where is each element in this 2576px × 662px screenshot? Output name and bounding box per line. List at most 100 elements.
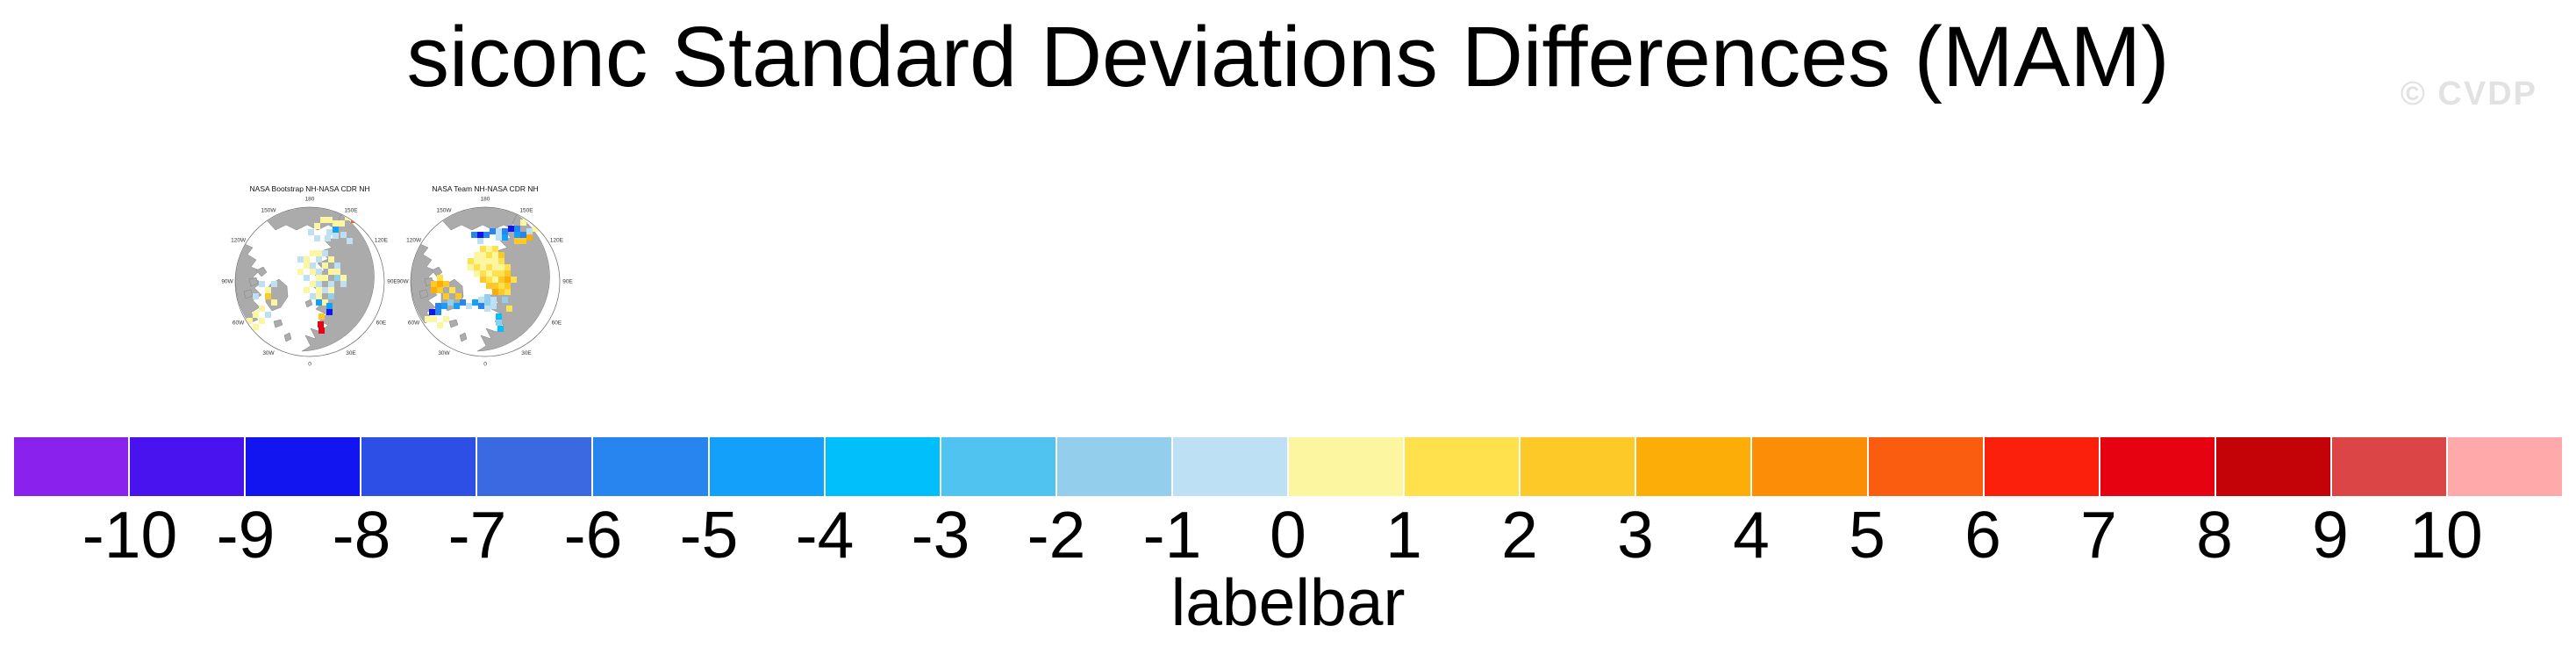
map-data-cells	[425, 219, 539, 332]
data-cell	[468, 258, 474, 264]
data-cell	[437, 322, 443, 328]
data-cell	[504, 283, 511, 289]
data-cell	[322, 299, 328, 306]
colorbar-tick: 10	[2409, 498, 2483, 572]
data-cell	[496, 313, 502, 320]
colorbar-segment	[246, 437, 362, 496]
data-cell	[486, 246, 492, 252]
data-cell	[318, 321, 324, 327]
data-cell	[496, 228, 502, 234]
data-cell	[526, 234, 533, 241]
map-boundary-circle	[410, 206, 561, 357]
colorbar-segment	[1172, 437, 1290, 496]
colorbar-tick: -6	[563, 498, 623, 572]
colorbar-segment	[361, 437, 478, 496]
data-cell	[437, 275, 443, 281]
data-cell	[520, 238, 526, 244]
data-cell	[506, 306, 512, 312]
landmass	[459, 332, 468, 342]
data-cell	[504, 289, 511, 295]
data-cell	[253, 293, 259, 299]
data-cell	[480, 270, 486, 277]
colorbar-tick: 5	[1849, 498, 1885, 572]
data-cell	[443, 281, 449, 287]
data-cell	[431, 287, 437, 293]
data-cell	[490, 297, 497, 303]
colorbar-segment	[1984, 437, 2100, 496]
map-panel-1: 180 150E 120E 90E 60E 30E 0 30W 60W 90W 120W 150W	[221, 197, 397, 368]
data-cell	[304, 263, 310, 269]
data-cell	[502, 228, 508, 234]
landmass	[419, 289, 429, 299]
colorbar-segment	[1752, 437, 1869, 496]
data-cell	[437, 281, 443, 287]
cvdp-watermark: © CVDP	[2400, 76, 2537, 112]
data-cell	[308, 229, 314, 235]
data-cell	[429, 309, 435, 315]
data-cell	[496, 234, 502, 241]
compass-label: 0	[308, 362, 311, 368]
colorbar-segment	[14, 437, 131, 496]
data-cell	[497, 326, 504, 332]
colorbar-tick: -4	[795, 498, 855, 572]
landmass	[255, 266, 268, 277]
data-cell	[454, 303, 460, 309]
colorbar-tick: -2	[1027, 498, 1086, 572]
colorbar-tick: -10	[82, 498, 178, 572]
colorbar-segment	[2331, 437, 2448, 496]
colorbar-tick: -9	[216, 498, 275, 572]
data-cell	[320, 217, 326, 223]
data-cell	[514, 232, 520, 238]
data-cell	[471, 232, 477, 238]
map-data-cells	[247, 214, 357, 334]
colorbar-label: labelbar	[1170, 565, 1406, 639]
data-cell	[340, 275, 347, 281]
data-cell	[304, 287, 310, 293]
data-cell	[484, 294, 490, 300]
data-cell	[443, 316, 449, 322]
colorbar-tick: 6	[1964, 498, 2001, 572]
compass-label: 150E	[344, 207, 358, 213]
data-cell	[477, 238, 483, 244]
data-cell	[498, 258, 504, 264]
data-cell	[340, 281, 347, 287]
data-cell	[253, 312, 259, 318]
data-cell	[492, 289, 498, 295]
data-cell	[431, 281, 437, 287]
data-cell	[318, 327, 325, 334]
compass-label: 180	[481, 197, 490, 203]
data-cell	[322, 250, 328, 256]
data-cell	[492, 277, 498, 283]
data-cell	[472, 299, 478, 306]
data-cell	[326, 217, 333, 223]
data-cell	[247, 318, 253, 324]
compass-label: 30E	[346, 350, 356, 356]
data-cell	[328, 281, 334, 287]
data-cell	[490, 303, 497, 309]
data-cell	[435, 309, 441, 315]
data-cell	[480, 246, 486, 252]
data-cell	[316, 250, 322, 256]
data-cell	[480, 258, 486, 264]
data-cell	[460, 299, 466, 306]
compass-label: 150W	[437, 207, 453, 213]
colorbar-segment	[1868, 437, 1985, 496]
data-cell	[316, 256, 322, 263]
data-cell	[498, 289, 504, 295]
colorbar-segment	[1056, 437, 1173, 496]
data-cell	[486, 258, 492, 264]
data-cell	[514, 226, 520, 232]
map-panel-1-title: NASA Bootstrap NH-NASA CDR NH	[249, 184, 370, 193]
colorbar-segment	[130, 437, 247, 496]
compass-label: 90W	[221, 279, 233, 285]
colorbar-tick: 2	[1501, 498, 1538, 572]
data-cell	[447, 299, 454, 306]
data-cell	[326, 303, 333, 309]
data-cell	[322, 275, 328, 281]
landmass	[273, 319, 283, 328]
data-cell	[253, 324, 259, 330]
compass-label: 120E	[550, 238, 564, 244]
compass-label: 0	[483, 362, 487, 368]
data-cell	[483, 232, 490, 238]
data-cell	[316, 281, 322, 287]
